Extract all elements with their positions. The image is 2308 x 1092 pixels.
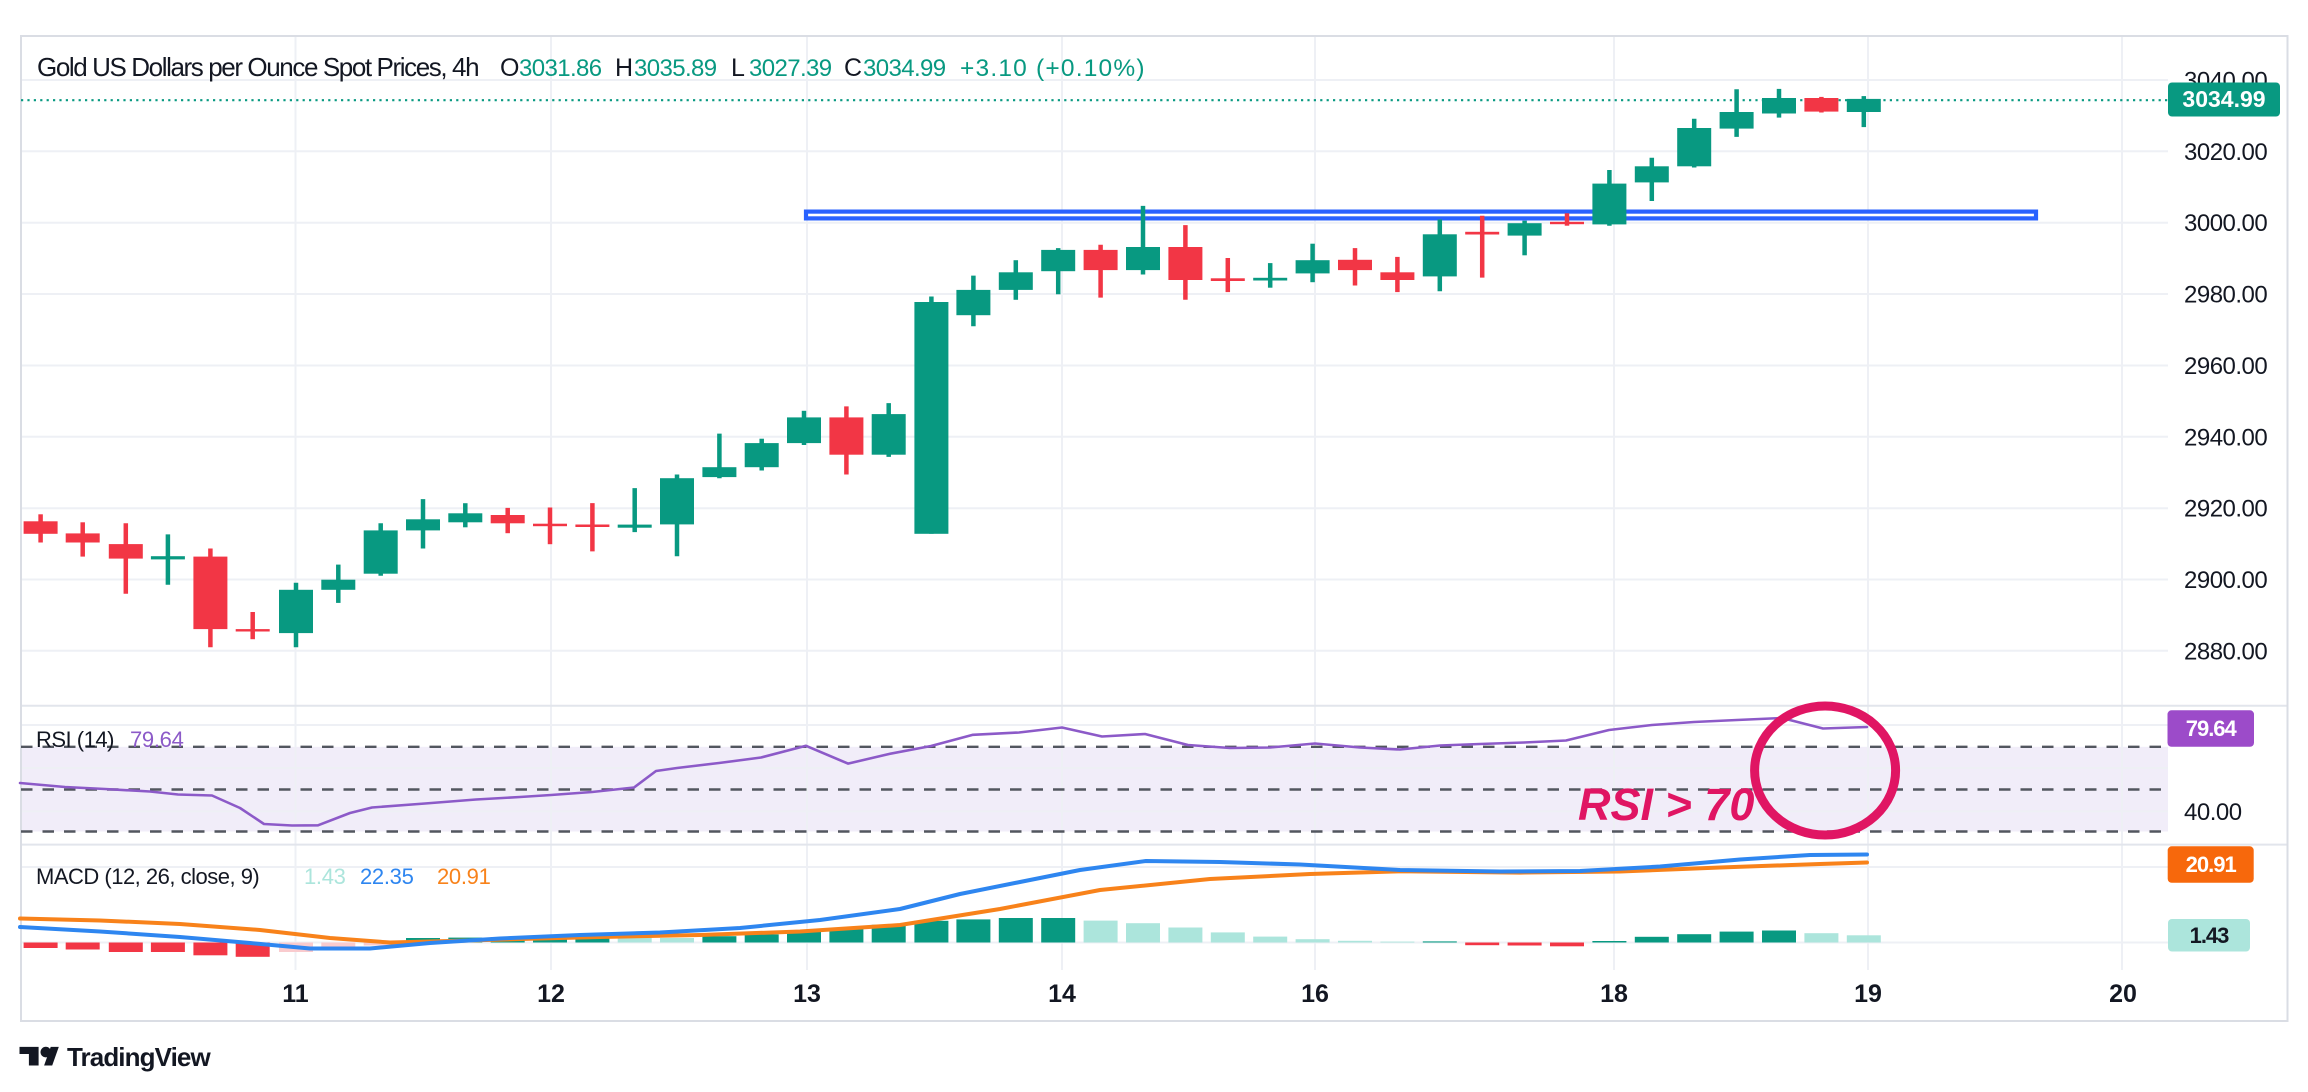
svg-text:12: 12: [537, 980, 565, 1008]
svg-text:18: 18: [1600, 980, 1628, 1008]
svg-text:3000.00: 3000.00: [2184, 210, 2267, 237]
svg-text:3027.39: 3027.39: [749, 55, 832, 82]
svg-text:2880.00: 2880.00: [2184, 638, 2267, 665]
svg-text:1.43: 1.43: [2190, 923, 2230, 948]
svg-text:2900.00: 2900.00: [2184, 567, 2267, 594]
svg-text:2960.00: 2960.00: [2184, 353, 2267, 380]
svg-text:3034.99: 3034.99: [2182, 86, 2265, 112]
svg-text:O: O: [500, 54, 519, 82]
svg-text:3031.86: 3031.86: [519, 55, 602, 82]
svg-text:20: 20: [2109, 980, 2137, 1008]
svg-text:2920.00: 2920.00: [2184, 496, 2267, 523]
svg-text:20.91: 20.91: [437, 864, 491, 889]
svg-text:79.64: 79.64: [130, 727, 184, 752]
svg-text:3020.00: 3020.00: [2184, 139, 2267, 166]
svg-text:40.00: 40.00: [2184, 799, 2242, 826]
svg-text:Gold US Dollars per Ounce Spot: Gold US Dollars per Ounce Spot Prices, 4…: [37, 52, 478, 82]
svg-text:3034.99: 3034.99: [863, 55, 946, 82]
svg-text:20.91: 20.91: [2186, 852, 2237, 877]
svg-text:L: L: [731, 54, 745, 82]
svg-text:+3.10 (+0.10%): +3.10 (+0.10%): [960, 55, 1146, 82]
svg-text:RSI > 70: RSI > 70: [1578, 779, 1754, 830]
svg-text:3035.89: 3035.89: [634, 55, 717, 82]
svg-text:16: 16: [1301, 980, 1329, 1008]
svg-text:79.64: 79.64: [2186, 716, 2238, 741]
svg-text:TradingView: TradingView: [67, 1042, 211, 1072]
svg-text:2980.00: 2980.00: [2184, 282, 2267, 309]
svg-text:1.43: 1.43: [304, 864, 346, 889]
svg-text:H: H: [615, 54, 633, 82]
svg-text:22.35: 22.35: [360, 864, 414, 889]
svg-text:C: C: [844, 54, 862, 82]
svg-text:19: 19: [1854, 980, 1882, 1008]
svg-text:RSI (14): RSI (14): [36, 727, 114, 752]
svg-text:11: 11: [282, 980, 309, 1008]
svg-text:MACD (12, 26, close, 9): MACD (12, 26, close, 9): [36, 864, 259, 889]
svg-text:2940.00: 2940.00: [2184, 424, 2267, 451]
svg-text:13: 13: [793, 980, 821, 1008]
svg-text:14: 14: [1048, 980, 1076, 1008]
